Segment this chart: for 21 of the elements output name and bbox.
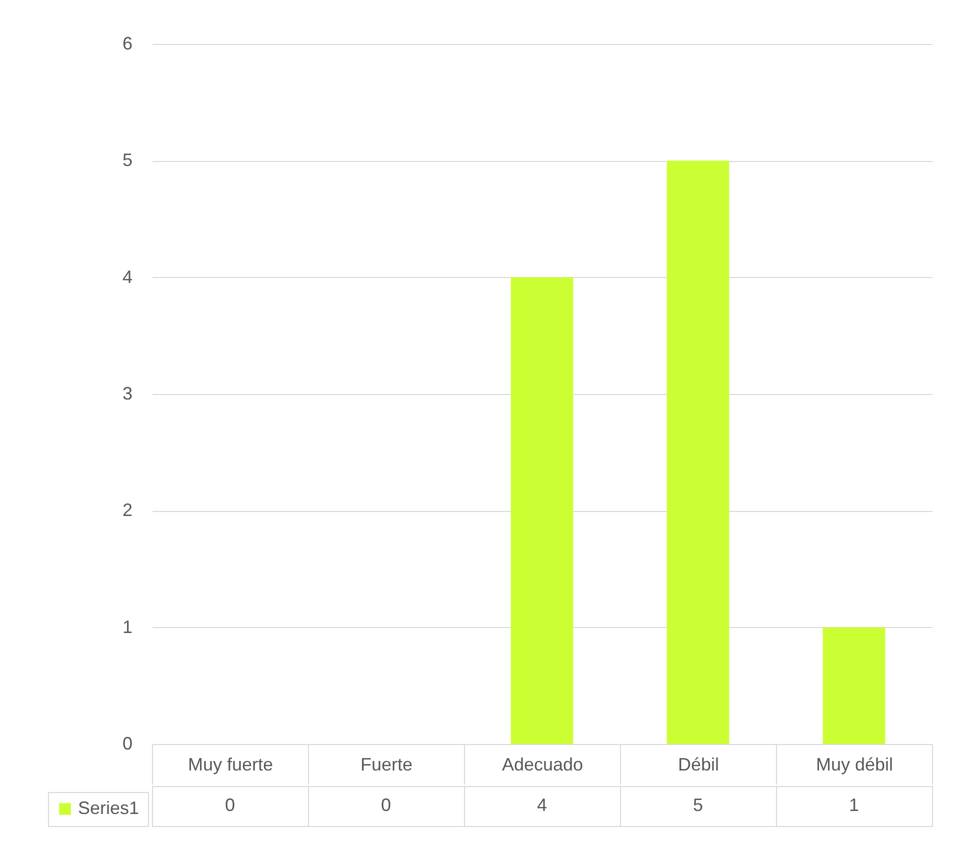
x-tick-label: Muy fuerte — [188, 754, 274, 774]
x-tick-label: Fuerte — [360, 754, 413, 774]
x-tick-label: Muy débil — [816, 754, 894, 774]
y-tick-label: 6 — [122, 34, 132, 54]
bar — [666, 160, 730, 744]
data-label: 0 — [224, 795, 236, 815]
y-tick-label: 5 — [122, 150, 132, 170]
data-label: 0 — [380, 795, 392, 815]
data-label: 1 — [848, 795, 860, 815]
y-tick-label: 3 — [122, 384, 132, 404]
y-tick-label: 1 — [122, 616, 132, 637]
bar — [822, 627, 886, 744]
legend-label: Series1 — [78, 798, 140, 818]
x-tick-label: Adecuado — [502, 754, 584, 774]
y-tick-label: 4 — [122, 266, 132, 287]
y-tick-label: 2 — [122, 500, 132, 520]
data-label: 5 — [692, 795, 704, 815]
data-label: 4 — [536, 795, 548, 815]
bar — [510, 277, 574, 744]
y-tick-label: 0 — [122, 734, 132, 754]
x-tick-label: Débil — [678, 754, 720, 774]
